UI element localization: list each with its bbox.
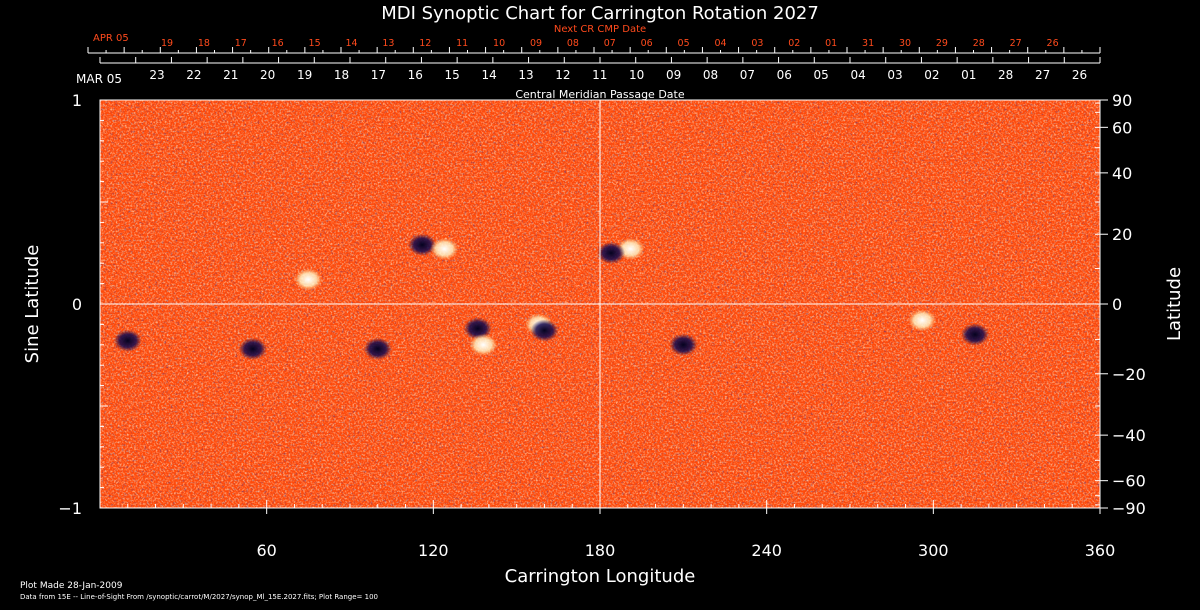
top-axis-title: Central Meridian Passage Date	[515, 88, 684, 101]
y-axis-left-label: Sine Latitude	[22, 245, 43, 364]
negative-polarity-region	[238, 337, 267, 360]
top-axis-date-label: 19	[297, 68, 312, 82]
top-axis-date-label: 08	[703, 68, 718, 82]
next-axis-date-label: 10	[493, 38, 505, 49]
negative-polarity-region	[597, 242, 626, 264]
top-axis-date-label: 02	[924, 68, 939, 82]
y-right-tick-label: −40	[1112, 426, 1146, 445]
next-axis-date-label: 14	[345, 38, 357, 49]
y-right-tick-label: 60	[1112, 118, 1132, 137]
y-right-tick-label: −60	[1112, 472, 1146, 491]
cmp-date-axis: MAR 05 Central Meridian Passage Date 23 2…	[76, 57, 1101, 101]
next-axis-date-label: 13	[382, 38, 394, 49]
positive-polarity-region	[430, 237, 459, 260]
next-axis-date-label: 29	[936, 38, 948, 49]
next-axis-date-label: 05	[678, 38, 690, 49]
top-axis-date-label: 23	[149, 68, 164, 82]
x-tick-label: 300	[918, 541, 949, 560]
x-tick-label: 120	[418, 541, 449, 560]
x-axis-label: Carrington Longitude	[505, 566, 696, 587]
positive-polarity-region	[469, 333, 498, 356]
y-right-tick-label: 90	[1112, 91, 1132, 110]
y-axis-left: 1 0 −1	[58, 91, 108, 518]
y-right-tick-label: 0	[1112, 295, 1122, 314]
next-axis-date-label: 28	[973, 38, 985, 49]
y-left-tick-label: −1	[58, 499, 82, 518]
top-axis-date-label: 13	[518, 68, 533, 82]
next-axis-date-label: 17	[235, 38, 247, 49]
top-axis-date-label: 20	[260, 68, 275, 82]
top-axis-date-label: 05	[814, 68, 829, 82]
top-axis-date-label: 03	[887, 68, 902, 82]
top-axis-date-label: 22	[186, 68, 201, 82]
top-axis-date-label: 17	[371, 68, 386, 82]
negative-polarity-region	[530, 319, 559, 342]
top-axis-date-label: 06	[777, 68, 792, 82]
next-axis-start-label: APR 05	[93, 33, 129, 44]
y-right-tick-label: −90	[1112, 499, 1146, 518]
next-axis-date-label: 01	[825, 38, 837, 49]
top-axis-date-label: 12	[555, 68, 570, 82]
negative-polarity-region	[113, 329, 142, 352]
y-left-tick-label: 0	[72, 295, 82, 314]
next-axis-date-label: 30	[899, 38, 911, 49]
top-axis-date-label: 18	[334, 68, 349, 82]
next-axis-date-label: 06	[641, 38, 653, 49]
top-axis-date-label: 28	[998, 68, 1013, 82]
negative-polarity-region	[961, 323, 989, 346]
positive-polarity-region	[294, 268, 323, 291]
next-axis-title: Next CR CMP Date	[554, 24, 646, 35]
top-axis-date-label: 21	[223, 68, 238, 82]
positive-polarity-region	[908, 309, 937, 332]
top-axis-date-label: 15	[445, 68, 460, 82]
x-tick-label: 60	[256, 541, 276, 560]
y-axis-right-label: Latitude	[1164, 267, 1185, 341]
x-tick-label: 240	[751, 541, 782, 560]
top-axis-date-label: 04	[850, 68, 865, 82]
next-axis-date-label: 27	[1010, 38, 1022, 49]
top-axis-date-label: 14	[481, 68, 496, 82]
chart-title: MDI Synoptic Chart for Carrington Rotati…	[381, 3, 819, 24]
top-axis-date-label: 26	[1072, 68, 1087, 82]
next-axis-date-label: 02	[788, 38, 800, 49]
negative-polarity-region	[363, 337, 392, 360]
plot-made-note: Plot Made 28-Jan-2009	[20, 581, 123, 591]
negative-polarity-region	[669, 333, 698, 356]
next-axis-date-label: 07	[604, 38, 616, 49]
next-axis-date-label: 26	[1047, 38, 1059, 49]
top-axis-start-label: MAR 05	[76, 72, 122, 86]
y-right-tick-label: −20	[1112, 365, 1146, 384]
top-axis-date-label: 01	[961, 68, 976, 82]
x-tick-label: 360	[1085, 541, 1116, 560]
top-axis-date-label: 09	[666, 68, 681, 82]
next-axis-date-label: 16	[272, 38, 284, 49]
x-tick-label: 180	[585, 541, 616, 560]
next-axis-date-label: 31	[862, 38, 874, 49]
next-axis-date-label: 03	[751, 38, 763, 49]
top-axis-date-label: 07	[740, 68, 755, 82]
y-axis-right: 90 60 40 20 0 −20 −40 −60 −90	[1095, 91, 1146, 518]
next-axis-date-label: 04	[714, 38, 726, 49]
next-axis-date-label: 15	[309, 38, 321, 49]
top-axis-date-label: 10	[629, 68, 644, 82]
next-axis-date-label: 09	[530, 38, 542, 49]
x-axis: 60 120 180 240 300 360	[127, 500, 1116, 560]
next-axis-date-label: 11	[456, 38, 468, 49]
next-axis-date-label: 08	[567, 38, 579, 49]
y-right-tick-label: 20	[1112, 225, 1132, 244]
y-right-tick-label: 40	[1112, 164, 1132, 183]
top-axis-date-label: 27	[1035, 68, 1050, 82]
top-axis-date-label: 11	[592, 68, 607, 82]
top-axis-date-label: 16	[408, 68, 423, 82]
data-source-note: Data from 15E -- Line-of-Sight From /syn…	[20, 593, 378, 601]
next-axis-date-label: 19	[161, 38, 173, 49]
next-cmp-axis: APR 05 Next CR CMP Date 19 18 17 16 15 14 13 12…	[87, 24, 1101, 54]
next-axis-date-label: 18	[198, 38, 210, 49]
y-left-tick-label: 1	[72, 91, 82, 110]
next-axis-date-label: 12	[419, 38, 431, 49]
negative-polarity-region	[408, 233, 437, 256]
